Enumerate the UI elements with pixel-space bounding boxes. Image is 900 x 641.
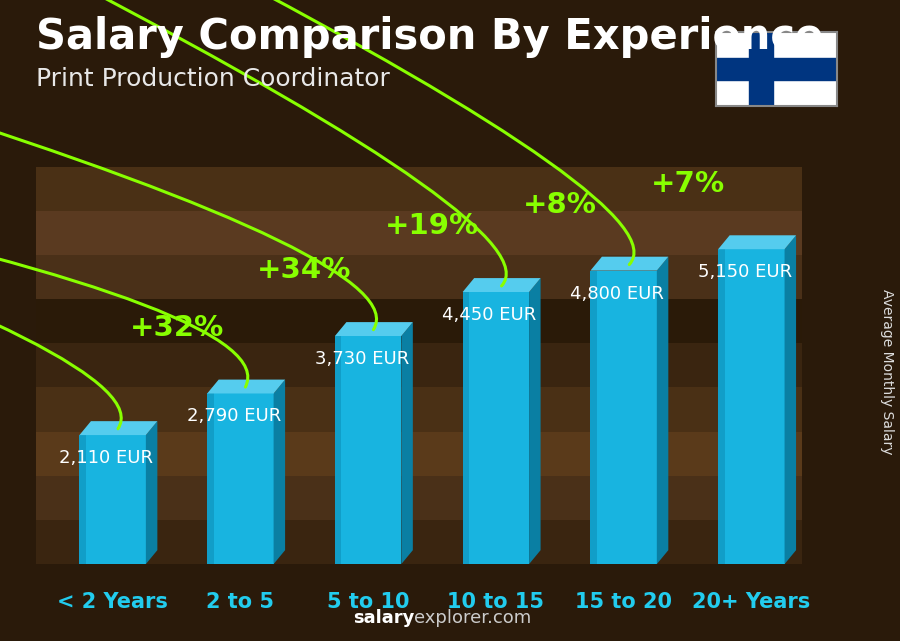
Bar bbox=[335, 336, 401, 564]
Bar bbox=[36, 299, 803, 344]
Bar bbox=[36, 255, 803, 299]
Polygon shape bbox=[401, 322, 413, 564]
Text: Average Monthly Salary: Average Monthly Salary bbox=[879, 289, 894, 454]
Bar bbox=[207, 394, 274, 564]
Text: 5,150 EUR: 5,150 EUR bbox=[698, 263, 792, 281]
Text: 3,730 EUR: 3,730 EUR bbox=[315, 350, 409, 368]
Bar bbox=[36, 476, 803, 520]
Text: 2,790 EUR: 2,790 EUR bbox=[187, 408, 281, 426]
Text: +8%: +8% bbox=[523, 191, 597, 219]
Polygon shape bbox=[590, 256, 669, 271]
Text: +19%: +19% bbox=[385, 212, 479, 240]
Text: < 2 Years: < 2 Years bbox=[58, 592, 168, 612]
Polygon shape bbox=[785, 235, 796, 564]
Bar bbox=[36, 344, 803, 387]
Text: 4,800 EUR: 4,800 EUR bbox=[571, 285, 664, 303]
Text: Print Production Coordinator: Print Production Coordinator bbox=[36, 67, 390, 91]
Polygon shape bbox=[79, 435, 86, 564]
Bar bbox=[463, 292, 529, 564]
Text: 2,110 EUR: 2,110 EUR bbox=[59, 449, 153, 467]
Text: 10 to 15: 10 to 15 bbox=[447, 592, 544, 612]
Text: 4,450 EUR: 4,450 EUR bbox=[443, 306, 536, 324]
Polygon shape bbox=[274, 379, 285, 564]
Text: explorer.com: explorer.com bbox=[414, 609, 531, 627]
Text: +7%: +7% bbox=[651, 169, 724, 197]
Polygon shape bbox=[207, 394, 213, 564]
Bar bbox=[36, 520, 803, 564]
Bar bbox=[36, 431, 803, 476]
Polygon shape bbox=[146, 421, 158, 564]
Text: 5 to 10: 5 to 10 bbox=[327, 592, 410, 612]
Bar bbox=[749, 32, 773, 106]
Polygon shape bbox=[463, 278, 541, 292]
Polygon shape bbox=[207, 379, 285, 394]
Polygon shape bbox=[335, 336, 341, 564]
Bar bbox=[79, 435, 146, 564]
Polygon shape bbox=[718, 235, 796, 249]
Text: 2 to 5: 2 to 5 bbox=[206, 592, 274, 612]
Polygon shape bbox=[463, 292, 469, 564]
Text: 15 to 20: 15 to 20 bbox=[575, 592, 672, 612]
Text: 20+ Years: 20+ Years bbox=[692, 592, 811, 612]
Text: salary: salary bbox=[353, 609, 414, 627]
Polygon shape bbox=[79, 421, 158, 435]
Bar bbox=[36, 167, 803, 211]
Text: +32%: +32% bbox=[130, 314, 223, 342]
Text: Salary Comparison By Experience: Salary Comparison By Experience bbox=[36, 16, 824, 58]
Bar bbox=[716, 58, 837, 80]
Bar bbox=[718, 249, 785, 564]
Polygon shape bbox=[529, 278, 541, 564]
Polygon shape bbox=[590, 271, 597, 564]
Bar bbox=[36, 387, 803, 431]
Polygon shape bbox=[335, 322, 413, 336]
Text: +34%: +34% bbox=[257, 256, 351, 285]
Polygon shape bbox=[657, 256, 669, 564]
Bar bbox=[590, 271, 657, 564]
Bar bbox=[36, 211, 803, 255]
Polygon shape bbox=[718, 249, 724, 564]
